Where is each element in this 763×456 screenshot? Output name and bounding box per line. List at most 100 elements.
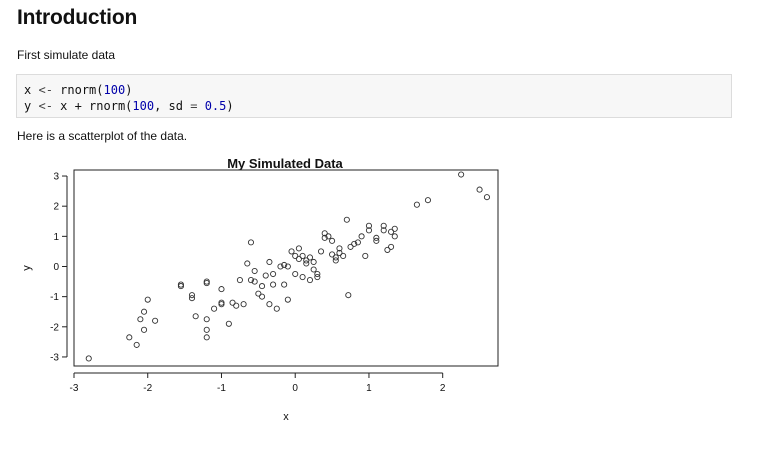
code-fn: rnorm( xyxy=(60,83,104,97)
scatterplot: My Simulated Data -3 -2 -1 0 1 2 -3 -2 -1 0 1 2 3 x… xyxy=(21,156,499,423)
code-equals: = xyxy=(190,99,198,113)
data-point xyxy=(365,222,373,229)
data-point xyxy=(391,233,398,240)
data-point xyxy=(141,308,148,315)
data-point xyxy=(292,252,299,259)
data-point xyxy=(358,233,365,240)
code-assign: <- xyxy=(38,99,53,113)
data-point xyxy=(244,260,251,267)
data-point xyxy=(345,292,352,299)
data-point xyxy=(299,252,306,259)
plot-caption: Here is a scatterplot of the data. xyxy=(17,129,188,143)
data-point xyxy=(388,228,395,235)
data-point xyxy=(332,257,339,264)
data-point xyxy=(233,302,240,309)
code-paren: ) xyxy=(125,83,133,97)
data-point xyxy=(247,277,255,284)
code-number: 0.5 xyxy=(204,99,227,113)
data-point xyxy=(340,252,347,259)
data-point xyxy=(277,263,284,270)
data-point xyxy=(211,305,218,312)
x-tick-label: -1 xyxy=(217,383,226,394)
data-point xyxy=(203,334,210,341)
data-point xyxy=(347,243,354,250)
data-point xyxy=(325,233,332,240)
data-point xyxy=(373,237,380,244)
x-tick-label: 1 xyxy=(366,383,372,394)
data-point xyxy=(270,281,277,288)
data-point xyxy=(321,234,328,241)
data-points xyxy=(85,171,490,362)
data-point xyxy=(332,254,339,261)
data-point xyxy=(343,216,350,223)
data-point xyxy=(288,248,295,255)
data-point xyxy=(188,295,196,302)
x-tick-label: -2 xyxy=(143,383,152,394)
data-point xyxy=(336,245,343,252)
data-point xyxy=(351,240,358,247)
code-line-1: x <- rnorm(100) xyxy=(24,82,724,98)
data-point xyxy=(273,305,280,312)
x-axis-label: x xyxy=(283,411,289,423)
data-point xyxy=(295,255,302,263)
data-point xyxy=(483,194,490,201)
data-point xyxy=(303,260,310,267)
data-point xyxy=(380,227,387,234)
data-point xyxy=(329,237,336,244)
y-tick-label: 2 xyxy=(53,202,59,213)
data-point xyxy=(284,263,291,270)
data-point xyxy=(391,225,398,232)
data-point xyxy=(281,281,288,288)
data-point xyxy=(292,270,299,278)
data-point xyxy=(336,249,343,256)
data-point xyxy=(476,186,483,193)
data-point xyxy=(317,248,325,255)
y-tick-label: 0 xyxy=(53,262,59,273)
data-point xyxy=(152,317,159,324)
data-point xyxy=(240,301,247,308)
page-title: Introduction xyxy=(17,6,138,29)
data-point xyxy=(192,313,199,320)
data-point xyxy=(306,277,314,284)
y-tick-label: -3 xyxy=(50,352,59,363)
data-point xyxy=(85,355,92,362)
data-point xyxy=(141,326,148,333)
data-point xyxy=(262,272,269,279)
data-point xyxy=(380,222,387,229)
chart-title: My Simulated Data xyxy=(227,156,343,171)
data-point xyxy=(321,230,328,237)
data-point xyxy=(218,299,225,306)
code-line-2: y <- x + rnorm(100, sd = 0.5) xyxy=(24,98,724,114)
data-point xyxy=(247,239,255,246)
x-tick-label: -3 xyxy=(70,383,79,394)
data-point xyxy=(251,278,258,285)
data-point xyxy=(225,320,232,327)
code-assign: <- xyxy=(38,83,53,97)
code-number: 100 xyxy=(103,83,126,97)
data-point xyxy=(266,301,273,308)
data-point xyxy=(258,293,266,300)
x-axis: -3 -2 -1 0 1 2 xyxy=(70,372,446,394)
data-point xyxy=(266,258,273,266)
data-point xyxy=(354,239,361,246)
data-point xyxy=(365,227,373,234)
data-point xyxy=(303,257,310,264)
y-axis: -3 -2 -1 0 1 2 3 xyxy=(50,172,68,363)
data-point xyxy=(126,334,133,341)
code-block: x <- rnorm(100) y <- x + rnorm(100, sd =… xyxy=(16,74,732,118)
data-point xyxy=(314,270,321,278)
code-var: y xyxy=(24,99,32,113)
data-point xyxy=(137,316,144,323)
data-point xyxy=(203,326,210,333)
data-point xyxy=(229,299,236,306)
data-point xyxy=(236,277,243,284)
code-var: x xyxy=(24,83,32,97)
y-tick-label: -1 xyxy=(50,292,59,303)
data-point xyxy=(284,296,291,303)
data-point xyxy=(203,316,210,323)
intro-text: First simulate data xyxy=(17,48,116,62)
data-point xyxy=(458,171,465,178)
data-point xyxy=(255,290,262,297)
data-point xyxy=(295,245,302,252)
code-paren: ) xyxy=(226,99,234,113)
